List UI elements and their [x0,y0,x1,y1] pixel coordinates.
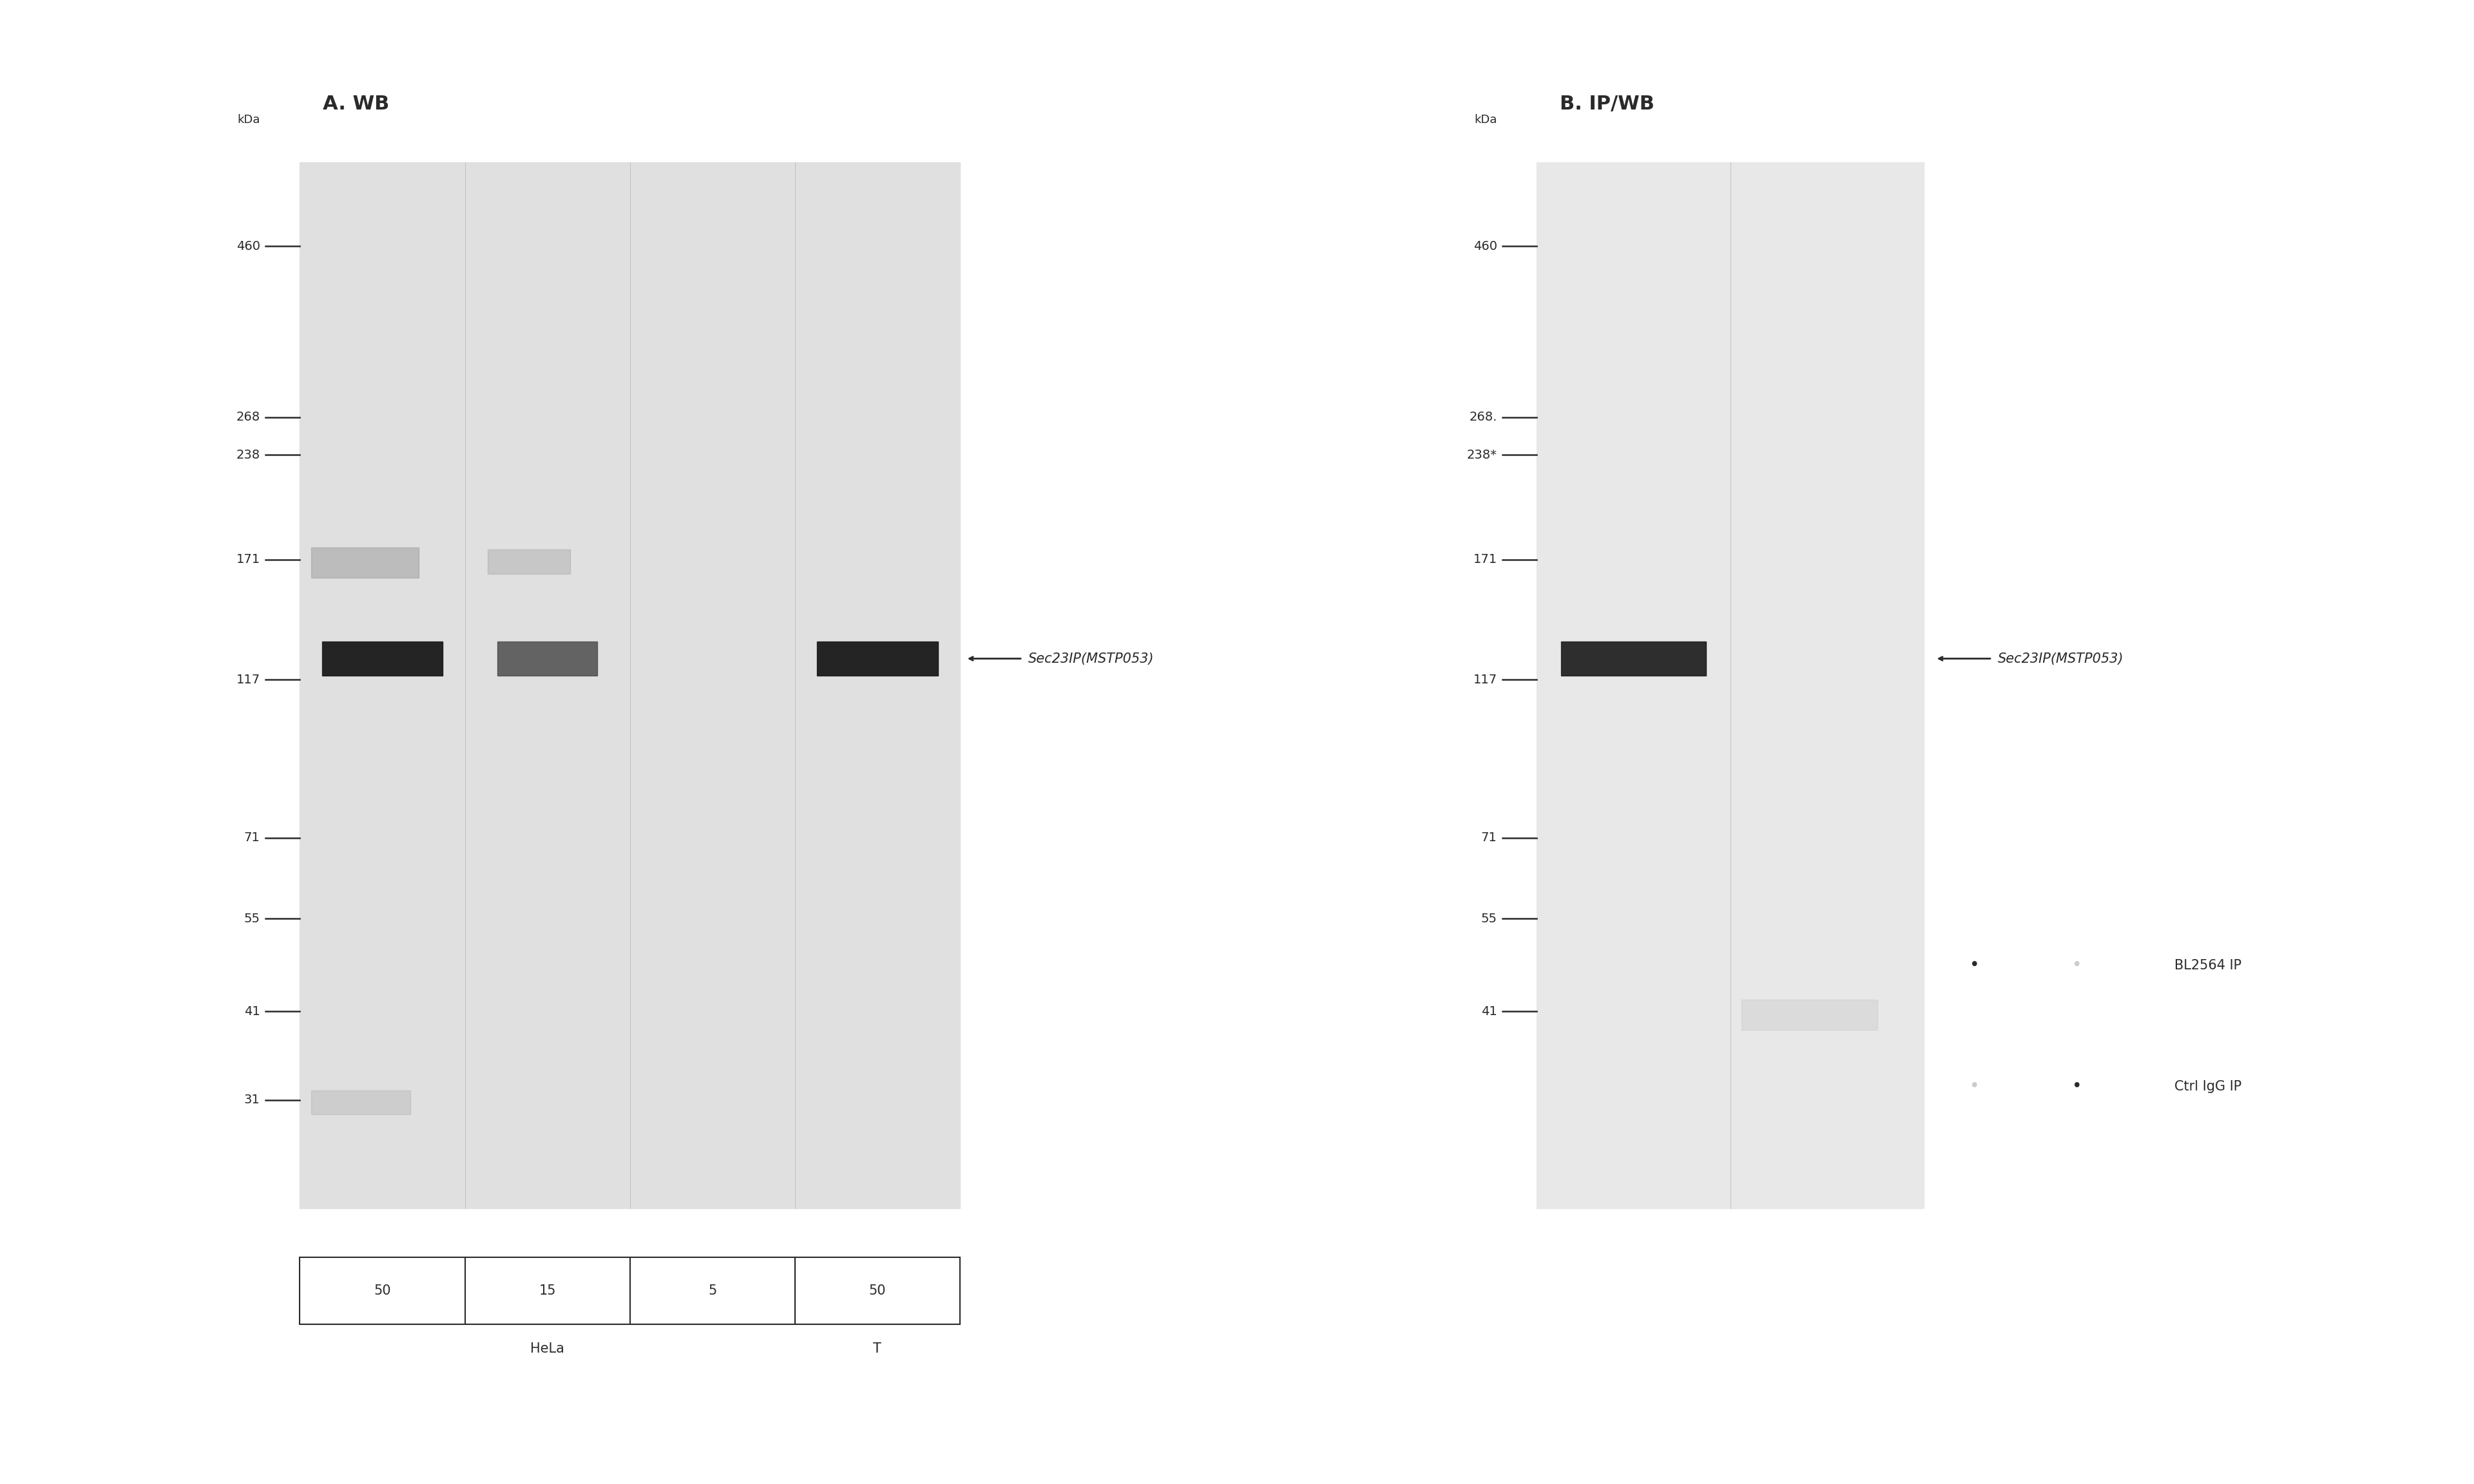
Text: 460: 460 [1472,240,1497,252]
Text: A. WB: A. WB [322,95,388,113]
Text: 15: 15 [539,1284,557,1297]
Text: 238: 238 [235,448,260,462]
Bar [794,1257,960,1324]
Bar [322,641,443,675]
Text: kDa: kDa [1475,114,1497,126]
Text: 50: 50 [374,1284,391,1297]
Text: 71: 71 [1482,831,1497,844]
Text: B. IP/WB: B. IP/WB [1559,95,1655,113]
Bar [1561,641,1707,675]
Bar [816,641,938,675]
Text: 31: 31 [245,1094,260,1106]
Text: 117: 117 [235,674,260,686]
Text: 460: 460 [235,240,260,252]
Text: 171: 171 [1472,554,1497,565]
Text: 238*: 238* [1467,448,1497,462]
Text: •: • [1969,957,1979,974]
Bar [1536,162,1925,1208]
Bar [312,548,418,577]
Bar [312,1091,411,1114]
Text: •: • [2071,1079,2081,1095]
Text: HeLa: HeLa [529,1343,564,1355]
Bar [487,549,569,574]
Text: Sec23IP(MSTP053): Sec23IP(MSTP053) [1029,651,1155,665]
Text: 55: 55 [1482,913,1497,925]
Bar [1742,999,1878,1030]
Text: 117: 117 [1472,674,1497,686]
Bar [497,641,596,675]
Text: 268: 268 [235,411,260,423]
Text: 5: 5 [708,1284,717,1297]
Text: T: T [873,1343,881,1355]
Text: •: • [2071,957,2081,974]
Text: •: • [1969,1079,1979,1095]
Text: 171: 171 [235,554,260,565]
Text: 41: 41 [245,1005,260,1018]
Bar [299,1257,794,1324]
Text: 50: 50 [868,1284,886,1297]
Bar [299,162,960,1208]
Text: Sec23IP(MSTP053): Sec23IP(MSTP053) [1999,651,2123,665]
Text: BL2564 IP: BL2564 IP [2175,959,2241,972]
Text: Ctrl IgG IP: Ctrl IgG IP [2175,1080,2241,1094]
Text: kDa: kDa [238,114,260,126]
Text: 41: 41 [1482,1005,1497,1018]
Text: 268.: 268. [1470,411,1497,423]
Text: 71: 71 [245,831,260,844]
Text: 55: 55 [245,913,260,925]
